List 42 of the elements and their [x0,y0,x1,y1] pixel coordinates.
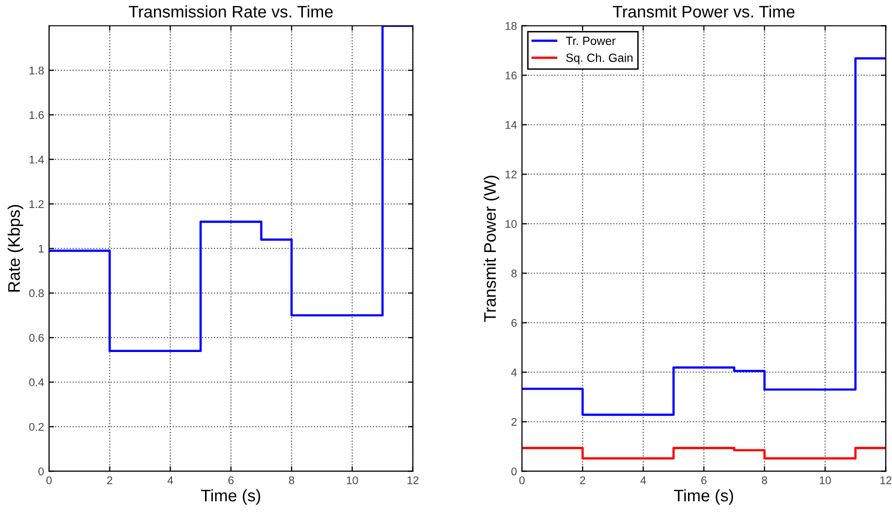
y-tick-label: 16 [506,72,517,80]
y-tick-label: 4 [511,368,517,376]
y-tick-label: 0.8 [29,289,44,298]
x-tick-label: 12 [880,476,892,484]
x-tick-label: 8 [288,476,294,484]
y-tick-label: 0 [511,467,517,476]
x-tick-label: 0 [519,476,525,484]
x-tick-label: 10 [820,476,831,484]
chart-title: Transmit Power vs. Time [612,5,794,18]
y-tick-label: 1.2 [30,200,44,208]
x-tick-label: 10 [346,476,358,484]
x-tick-label: 6 [228,476,234,484]
x-tick-label: 4 [640,476,646,484]
x-axis-title: Time (s) [674,489,734,505]
y-tick-label: 10 [506,220,517,228]
chart-title: Transmission Rate vs. Time [128,5,333,18]
y-tick-label: 0.4 [29,378,44,386]
y-tick-label: 0 [38,467,44,476]
y-tick-label: 2 [511,418,517,426]
x-axis-title: Time (s) [201,489,260,505]
legend-label: Tr. Power [566,36,616,46]
x-tick-label: 12 [408,476,418,484]
y-tick-label: 1.4 [30,156,44,164]
x-tick-label: 2 [107,476,112,484]
x-tick-label: 6 [701,476,706,484]
y-axis-title: Transmit Power (W) [484,176,500,322]
x-tick-label: 0 [46,476,52,484]
y-tick-label: 12 [506,170,517,178]
y-tick-label: 0.6 [29,334,44,342]
y-tick-label: 18 [506,22,517,30]
x-tick-label: 8 [762,476,768,484]
y-tick-label: 0.2 [29,422,44,431]
y-tick-label: 14 [506,121,517,129]
y-tick-label: 1 [38,244,44,253]
y-axis-title: Rate (Kbps) [8,205,24,292]
x-tick-label: 2 [580,476,586,484]
legend-label: Sq. Ch. Gain [566,53,632,64]
y-tick-label: 8 [511,270,517,278]
y-tick-label: 1.8 [30,66,44,74]
y-tick-label: 6 [512,319,517,327]
x-tick-label: 4 [167,476,174,484]
y-tick-label: 1.6 [30,111,44,119]
